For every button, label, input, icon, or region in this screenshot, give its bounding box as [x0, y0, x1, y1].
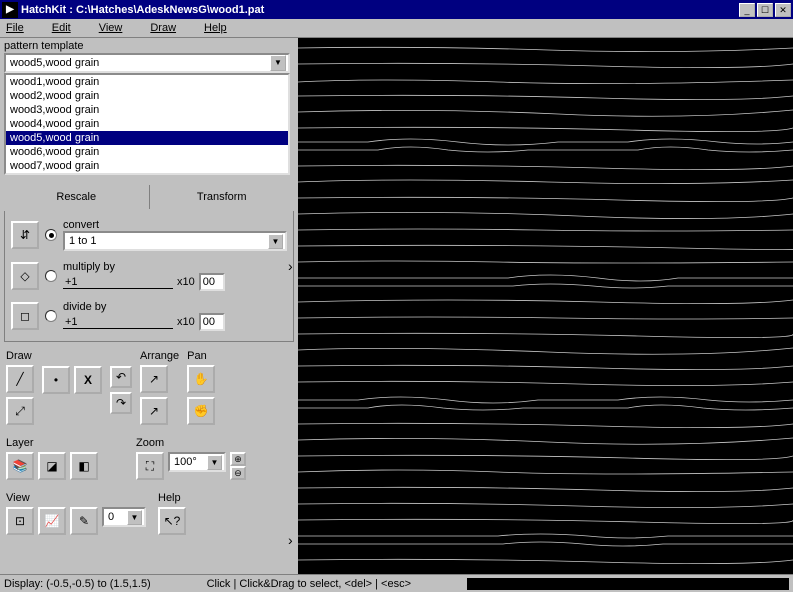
dropdown-arrow-icon[interactable]: ▼: [207, 455, 222, 470]
maximize-button[interactable]: ☐: [757, 3, 773, 17]
close-button[interactable]: ✕: [775, 3, 791, 17]
dropdown-arrow-icon[interactable]: ▼: [268, 234, 283, 249]
arrange-down-icon[interactable]: ↗: [140, 397, 168, 425]
menu-file[interactable]: File: [6, 22, 24, 34]
pan-hand-icon[interactable]: ✋: [187, 365, 215, 393]
layer-icon-1[interactable]: 📚: [6, 452, 34, 480]
zoom-dropdown[interactable]: 100° ▼: [168, 452, 226, 472]
status-bar: Display: (-0.5,-0.5) to (1.5,1.5) Click …: [0, 574, 793, 592]
point-tool-icon[interactable]: •: [42, 366, 70, 394]
status-display-range: Display: (-0.5,-0.5) to (1.5,1.5): [4, 578, 151, 590]
tool-row-3: View ⊡ 📈 ✎ 0 ▼ Help ↖?: [4, 488, 294, 543]
x-tool-icon[interactable]: X: [74, 366, 102, 394]
multiply-row: ◇ multiply by x10: [11, 261, 287, 291]
tool-row-2: Layer 📚 ◪ ◧ Zoom ⛶ 100° ▼: [4, 433, 294, 488]
title-bar: ▶ HatchKit : C:\Hatches\AdeskNewsG\wood1…: [0, 0, 793, 19]
menu-view[interactable]: View: [99, 22, 123, 34]
rescale-group: ⇵ convert 1 to 1 ▼ ◇ multiply by: [4, 211, 294, 342]
tool-row-1: Draw ╱ ⤢ •X ↶ ↷ Arrange ↗ ↗ Pan: [4, 346, 294, 433]
multiply-icon[interactable]: ◇: [11, 262, 39, 290]
list-item[interactable]: wood3,wood grain: [6, 103, 288, 117]
zoom-out-icon[interactable]: ⊖: [230, 466, 246, 480]
zoom-in-icon[interactable]: ⊕: [230, 452, 246, 466]
convert-icon[interactable]: ⇵: [11, 221, 39, 249]
multiply-value-input[interactable]: [63, 276, 173, 289]
dropdown-arrow-icon[interactable]: ▼: [127, 510, 142, 525]
arrange-header: Arrange: [140, 350, 179, 362]
x10-label: x10: [177, 316, 195, 328]
chevron-right-icon[interactable]: ›: [288, 532, 293, 548]
tab-rescale[interactable]: Rescale: [4, 185, 150, 209]
redo-icon[interactable]: ↷: [110, 392, 132, 414]
divide-exp-input[interactable]: [199, 313, 225, 331]
chevron-right-icon[interactable]: ›: [288, 258, 293, 274]
draw-header: Draw: [6, 350, 34, 362]
tab-transform[interactable]: Transform: [150, 185, 295, 209]
hatch-pattern-preview: [298, 38, 793, 574]
pan-grab-icon[interactable]: ✊: [187, 397, 215, 425]
divide-row: ◻ divide by x10: [11, 301, 287, 331]
pattern-template-value: wood5,wood grain: [10, 57, 270, 69]
divide-label: divide by: [63, 301, 287, 313]
divide-value-input[interactable]: [63, 316, 173, 329]
x10-label: x10: [177, 276, 195, 288]
convert-row: ⇵ convert 1 to 1 ▼: [11, 219, 287, 251]
list-item[interactable]: wood4,wood grain: [6, 117, 288, 131]
convert-dropdown[interactable]: 1 to 1 ▼: [63, 231, 287, 251]
undo-icon[interactable]: ↶: [110, 366, 132, 388]
help-header: Help: [158, 492, 186, 504]
menu-bar: File Edit View Draw Help: [0, 19, 793, 38]
zoom-header: Zoom: [136, 437, 246, 449]
menu-help[interactable]: Help: [204, 22, 227, 34]
view-pen-icon[interactable]: ✎: [70, 507, 98, 535]
layer-icon-3[interactable]: ◧: [70, 452, 98, 480]
pan-header: Pan: [187, 350, 215, 362]
view-graph-icon[interactable]: 📈: [38, 507, 66, 535]
window-title: HatchKit : C:\Hatches\AdeskNewsG\wood1.p…: [21, 4, 737, 16]
zoom-value: 100°: [174, 456, 207, 468]
view-icon-1[interactable]: ⊡: [6, 507, 34, 535]
dropdown-arrow-icon[interactable]: ▼: [270, 55, 286, 71]
line-tool-icon[interactable]: ╱: [6, 365, 34, 393]
minimize-button[interactable]: _: [739, 3, 755, 17]
list-item[interactable]: wood7,wood grain: [6, 159, 288, 173]
multiply-exp-input[interactable]: [199, 273, 225, 291]
pattern-template-combo[interactable]: wood5,wood grain ▼: [4, 53, 290, 73]
view-header: View: [6, 492, 146, 504]
menu-draw[interactable]: Draw: [150, 22, 176, 34]
list-item[interactable]: wood6,wood grain: [6, 145, 288, 159]
divide-icon[interactable]: ◻: [11, 302, 39, 330]
menu-edit[interactable]: Edit: [52, 22, 71, 34]
zoom-extents-icon[interactable]: ⛶: [136, 452, 164, 480]
list-item-selected[interactable]: wood5,wood grain: [6, 131, 288, 145]
help-icon[interactable]: ↖?: [158, 507, 186, 535]
left-panel: pattern template wood5,wood grain ▼ wood…: [0, 38, 298, 574]
expand-tool-icon[interactable]: ⤢: [6, 397, 34, 425]
layer-icon-2[interactable]: ◪: [38, 452, 66, 480]
status-coords: (-0.492,1.447): [467, 578, 789, 590]
divide-radio[interactable]: [45, 310, 57, 322]
preview-canvas[interactable]: [298, 38, 793, 574]
multiply-radio[interactable]: [45, 270, 57, 282]
layer-header: Layer: [6, 437, 98, 449]
multiply-label: multiply by: [63, 261, 287, 273]
list-item[interactable]: wood1,wood grain: [6, 75, 288, 89]
arrange-up-icon[interactable]: ↗: [140, 365, 168, 393]
app-icon: ▶: [2, 2, 18, 18]
view-layer-dropdown[interactable]: 0 ▼: [102, 507, 146, 527]
list-item[interactable]: wood2,wood grain: [6, 89, 288, 103]
tabs: Rescale Transform: [4, 185, 294, 209]
status-hint: Click | Click&Drag to select, <del> | <e…: [151, 578, 467, 590]
convert-radio[interactable]: [45, 229, 57, 241]
pattern-template-label: pattern template: [4, 40, 294, 52]
convert-label: convert: [63, 219, 287, 231]
pattern-list[interactable]: wood1,wood grain wood2,wood grain wood3,…: [4, 73, 290, 175]
convert-value: 1 to 1: [69, 235, 268, 247]
